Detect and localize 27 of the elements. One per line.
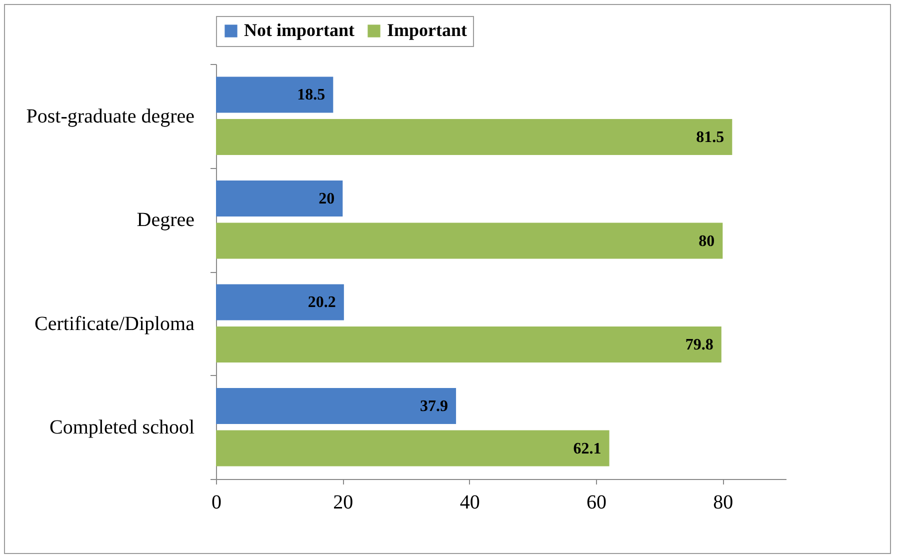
bar [216,222,723,259]
data-label: 80 [698,232,715,250]
bar [216,430,610,466]
data-label: 79.8 [685,336,714,354]
data-label: 81.5 [696,129,724,146]
bar [216,388,456,424]
data-label: 20 [318,190,335,208]
x-tick-label: 20 [333,492,354,514]
data-label: 20.2 [308,294,336,312]
x-tick-label: 0 [212,492,222,514]
bar [216,284,344,320]
x-tick-label: 60 [586,492,606,514]
y-tick-label: Certificate/Diploma [34,312,195,335]
bar [216,326,722,363]
bar [216,76,334,113]
y-tick-label: Completed school [50,416,195,439]
data-label: 62.1 [573,440,602,458]
bar [216,180,343,216]
data-label: 18.5 [297,86,326,104]
bar [216,119,732,156]
legend-label: Important [387,20,468,40]
y-tick-label: Post-graduate degree [26,105,195,128]
legend-label: Not important [244,20,354,40]
x-tick-label: 80 [713,492,734,514]
x-tick-label: 40 [460,492,480,514]
data-label: 37.9 [420,398,448,415]
y-tick-label: Degree [136,209,195,232]
